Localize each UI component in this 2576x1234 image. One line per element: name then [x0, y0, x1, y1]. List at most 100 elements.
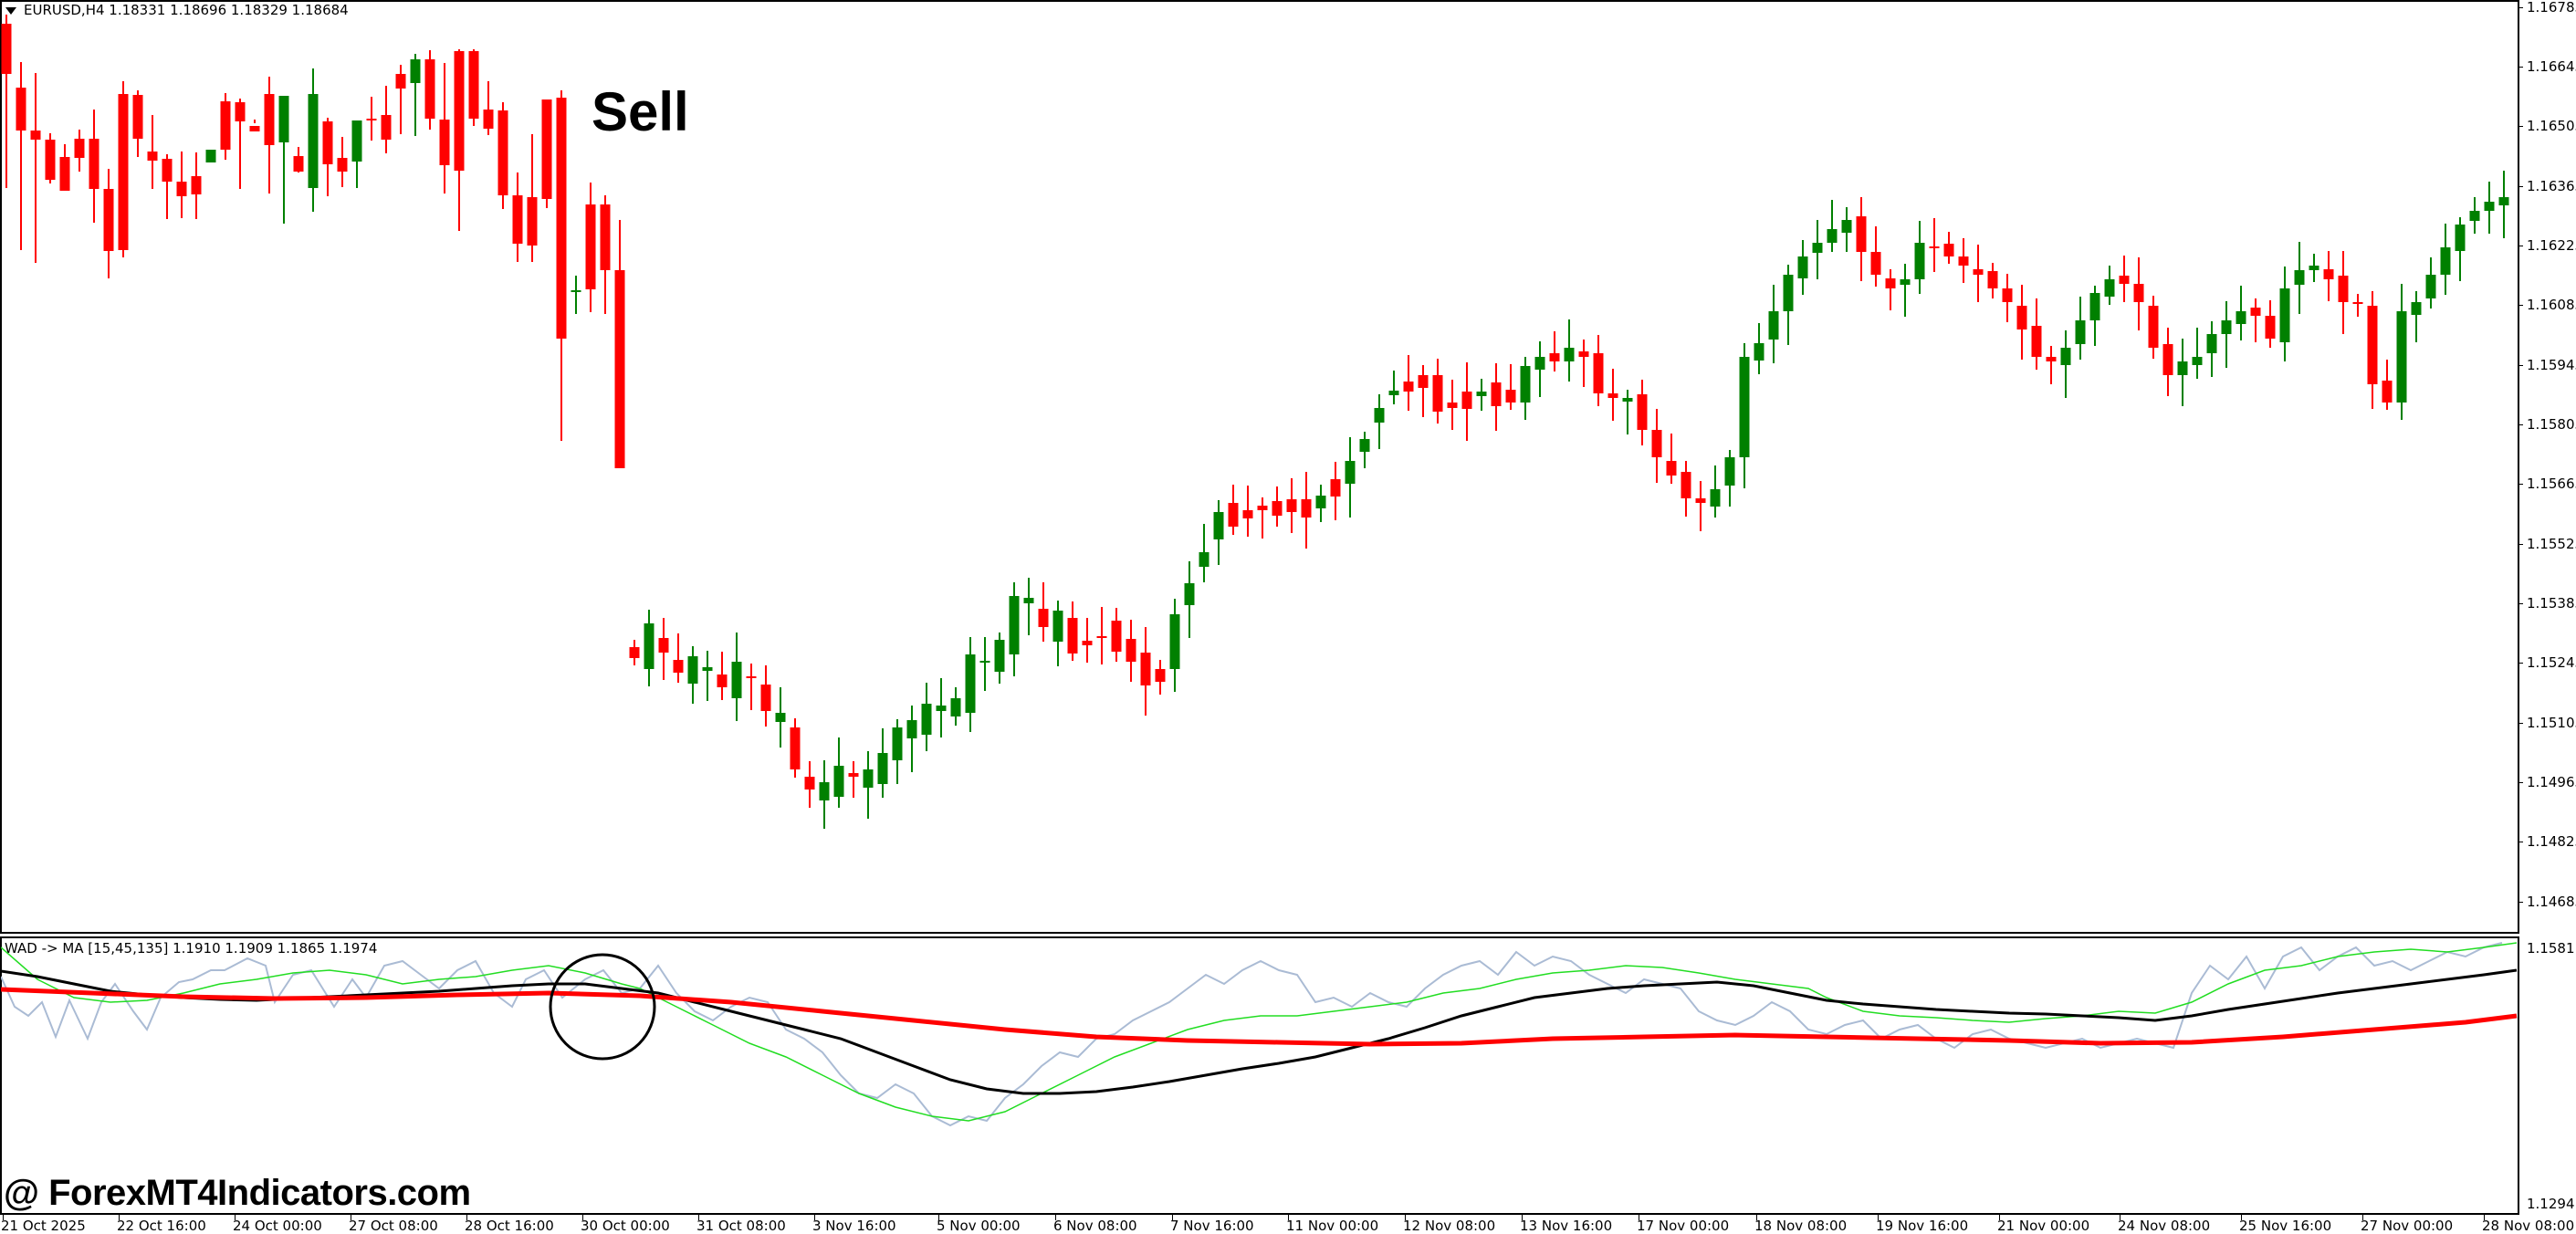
candle-body	[2338, 276, 2349, 302]
candle-body	[235, 102, 246, 121]
time-label: 22 Oct 16:00	[117, 1218, 206, 1234]
time-label: 7 Nov 16:00	[1170, 1218, 1254, 1234]
time-tick	[235, 1215, 236, 1220]
candle-body	[2250, 308, 2261, 316]
candle-body	[936, 706, 947, 711]
candle-body	[1052, 611, 1063, 642]
candle-body	[1257, 506, 1268, 510]
candle-body	[483, 110, 494, 129]
candle-body	[1651, 430, 1662, 457]
price-tick	[2518, 305, 2523, 306]
time-tick	[1878, 1215, 1879, 1220]
candle-body	[2221, 320, 2232, 334]
time-label: 28 Nov 08:00	[2482, 1218, 2575, 1234]
candle-body	[2469, 211, 2480, 221]
candle-body	[775, 713, 786, 722]
price-tick	[2518, 484, 2523, 485]
candle-body	[2119, 276, 2130, 284]
candle-body	[1578, 351, 1589, 357]
candle-body	[1724, 457, 1735, 486]
candle-body	[746, 676, 757, 678]
candle-body	[2104, 279, 2115, 297]
candle-body	[497, 110, 508, 195]
candle-body	[1929, 246, 1940, 248]
candle-body	[2396, 311, 2407, 403]
candle-body	[220, 101, 231, 150]
indicator-pane[interactable]	[0, 936, 2519, 1215]
time-label: 24 Nov 08:00	[2118, 1218, 2211, 1234]
price-tick	[2518, 603, 2523, 604]
candle-body	[410, 59, 421, 83]
candle-body	[147, 152, 158, 161]
candle-body	[1520, 366, 1531, 403]
indicator-axis-bottom: 1.1294	[2527, 1196, 2575, 1212]
price-label: 1.15805	[2527, 416, 2576, 433]
time-label: 30 Oct 00:00	[581, 1218, 670, 1234]
candle-body	[424, 59, 435, 119]
candle-body	[1681, 472, 1691, 498]
candle-body	[2046, 357, 2057, 361]
candle-body	[2440, 247, 2451, 275]
candle-body	[673, 660, 684, 673]
candle-body	[1710, 489, 1721, 507]
time-label: 17 Nov 00:00	[1637, 1218, 1730, 1234]
candle-body	[1768, 311, 1779, 340]
candle-body	[308, 94, 319, 188]
wad-line	[1, 942, 2503, 1127]
candle-body	[2162, 344, 2173, 375]
price-chart-pane[interactable]	[0, 0, 2519, 934]
candle-body	[819, 782, 830, 800]
candle-body	[921, 704, 932, 735]
candle-body	[2148, 306, 2159, 348]
time-tick	[2241, 1215, 2242, 1220]
candle-body	[863, 769, 874, 788]
candle-body	[1345, 461, 1356, 484]
candle-body	[132, 95, 143, 139]
candle-body	[1637, 394, 1648, 430]
candle-body	[848, 773, 859, 777]
candle-body	[1067, 618, 1078, 654]
time-label: 13 Nov 16:00	[1520, 1218, 1613, 1234]
candle-body	[1841, 220, 1852, 233]
ma45-line	[1, 968, 2518, 1095]
price-tick	[2518, 782, 2523, 783]
candle-body	[1943, 244, 1954, 256]
candle-body	[1140, 653, 1151, 685]
candle-body	[1739, 357, 1750, 457]
time-tick	[1172, 1215, 1173, 1220]
candle-body	[2236, 311, 2246, 324]
candle-body	[1301, 499, 1312, 518]
candle-body	[45, 140, 56, 180]
time-tick	[582, 1215, 583, 1220]
indicator-axis-top: 1.1581	[2527, 940, 2575, 957]
candle-body	[1228, 503, 1239, 527]
candle-body	[731, 662, 742, 698]
price-label: 1.14825	[2527, 833, 2576, 850]
candle-body	[2484, 202, 2495, 211]
dropdown-triangle-icon[interactable]	[5, 6, 16, 15]
watermark: @ ForexMT4Indicators.com	[4, 1173, 471, 1213]
time-tick	[1405, 1215, 1406, 1220]
time-label: 27 Nov 00:00	[2361, 1218, 2454, 1234]
candle-body	[1593, 353, 1604, 393]
price-tick	[2518, 365, 2523, 366]
signal-circle-annotation	[549, 953, 656, 1061]
candle-body	[454, 51, 465, 171]
candle-body	[1783, 275, 1794, 311]
candle-body	[614, 270, 625, 468]
candle-body	[585, 204, 596, 289]
candle-body	[1184, 583, 1195, 605]
candle-body	[30, 131, 41, 140]
candle-body	[2309, 266, 2319, 270]
candle-body	[2455, 225, 2466, 251]
candle-body	[1797, 256, 1808, 278]
price-tick	[2518, 902, 2523, 903]
candle-body	[658, 638, 669, 653]
ma135-line	[1, 987, 2518, 1047]
price-label: 1.16645	[2527, 58, 2576, 75]
price-label: 1.15385	[2527, 595, 2576, 612]
candle-body	[965, 654, 976, 713]
time-tick	[466, 1215, 467, 1220]
candle-body	[2192, 357, 2203, 365]
candle-body	[381, 115, 392, 140]
